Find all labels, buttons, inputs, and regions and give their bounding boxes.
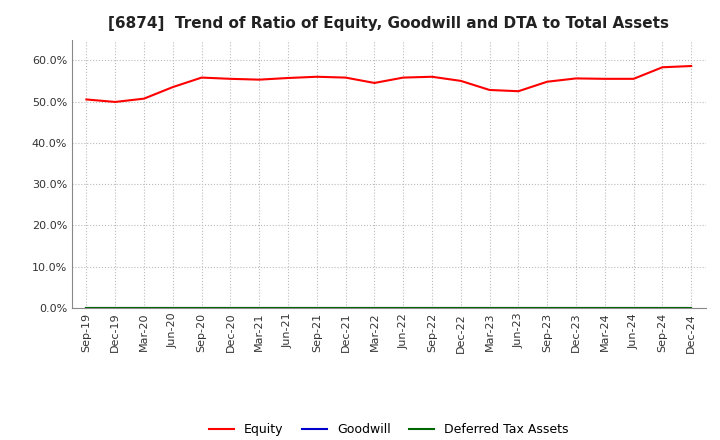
Equity bbox=[341, 75, 350, 80]
Goodwill bbox=[197, 305, 206, 311]
Equity bbox=[572, 76, 580, 81]
Goodwill bbox=[629, 305, 638, 311]
Deferred Tax Assets bbox=[600, 305, 609, 311]
Goodwill bbox=[168, 305, 177, 311]
Equity bbox=[370, 81, 379, 86]
Equity bbox=[284, 75, 292, 81]
Goodwill bbox=[284, 305, 292, 311]
Equity bbox=[687, 63, 696, 69]
Deferred Tax Assets bbox=[428, 305, 436, 311]
Goodwill bbox=[572, 305, 580, 311]
Equity bbox=[514, 88, 523, 94]
Equity bbox=[658, 65, 667, 70]
Equity bbox=[428, 74, 436, 79]
Deferred Tax Assets bbox=[140, 305, 148, 311]
Deferred Tax Assets bbox=[312, 305, 321, 311]
Equity bbox=[111, 99, 120, 105]
Goodwill bbox=[687, 305, 696, 311]
Goodwill bbox=[514, 305, 523, 311]
Deferred Tax Assets bbox=[629, 305, 638, 311]
Deferred Tax Assets bbox=[82, 305, 91, 311]
Goodwill bbox=[428, 305, 436, 311]
Goodwill bbox=[658, 305, 667, 311]
Goodwill bbox=[399, 305, 408, 311]
Legend: Equity, Goodwill, Deferred Tax Assets: Equity, Goodwill, Deferred Tax Assets bbox=[204, 418, 574, 440]
Equity bbox=[600, 76, 609, 81]
Equity bbox=[629, 76, 638, 81]
Equity bbox=[543, 79, 552, 84]
Line: Equity: Equity bbox=[86, 66, 691, 102]
Goodwill bbox=[140, 305, 148, 311]
Equity bbox=[82, 97, 91, 102]
Goodwill bbox=[226, 305, 235, 311]
Deferred Tax Assets bbox=[572, 305, 580, 311]
Deferred Tax Assets bbox=[456, 305, 465, 311]
Equity bbox=[399, 75, 408, 80]
Deferred Tax Assets bbox=[543, 305, 552, 311]
Deferred Tax Assets bbox=[687, 305, 696, 311]
Deferred Tax Assets bbox=[255, 305, 264, 311]
Deferred Tax Assets bbox=[485, 305, 494, 311]
Deferred Tax Assets bbox=[226, 305, 235, 311]
Equity bbox=[168, 84, 177, 90]
Deferred Tax Assets bbox=[284, 305, 292, 311]
Equity bbox=[456, 78, 465, 84]
Deferred Tax Assets bbox=[197, 305, 206, 311]
Deferred Tax Assets bbox=[399, 305, 408, 311]
Goodwill bbox=[370, 305, 379, 311]
Title: [6874]  Trend of Ratio of Equity, Goodwill and DTA to Total Assets: [6874] Trend of Ratio of Equity, Goodwil… bbox=[108, 16, 670, 32]
Deferred Tax Assets bbox=[168, 305, 177, 311]
Deferred Tax Assets bbox=[658, 305, 667, 311]
Goodwill bbox=[456, 305, 465, 311]
Goodwill bbox=[255, 305, 264, 311]
Goodwill bbox=[600, 305, 609, 311]
Deferred Tax Assets bbox=[111, 305, 120, 311]
Deferred Tax Assets bbox=[341, 305, 350, 311]
Goodwill bbox=[111, 305, 120, 311]
Deferred Tax Assets bbox=[370, 305, 379, 311]
Equity bbox=[312, 74, 321, 79]
Goodwill bbox=[543, 305, 552, 311]
Goodwill bbox=[82, 305, 91, 311]
Goodwill bbox=[341, 305, 350, 311]
Goodwill bbox=[485, 305, 494, 311]
Equity bbox=[226, 76, 235, 81]
Equity bbox=[485, 87, 494, 92]
Equity bbox=[140, 96, 148, 101]
Equity bbox=[197, 75, 206, 80]
Deferred Tax Assets bbox=[514, 305, 523, 311]
Equity bbox=[255, 77, 264, 82]
Goodwill bbox=[312, 305, 321, 311]
